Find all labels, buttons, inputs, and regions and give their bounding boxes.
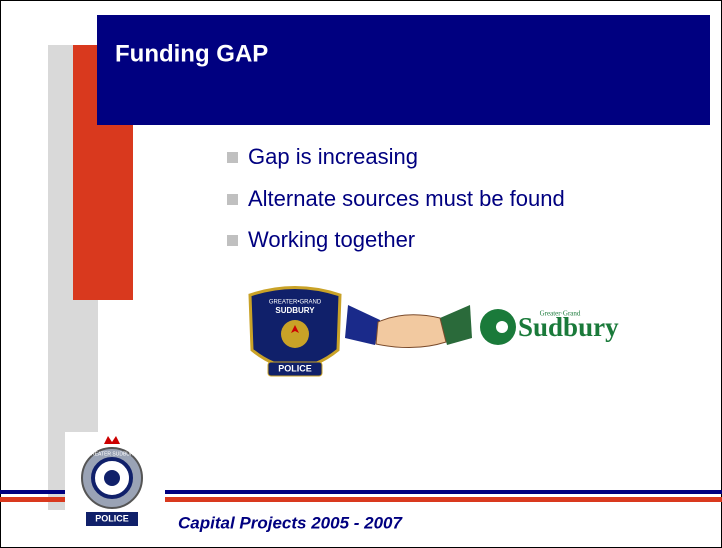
handshake-icon [345, 305, 472, 349]
city-name: Sudbury [518, 312, 619, 342]
bullet-text: Gap is increasing [248, 144, 418, 169]
badge-text: GREATER•GRAND [269, 300, 322, 306]
badge-text: GREATER SUDBURY [87, 451, 137, 457]
title-box [97, 15, 710, 125]
rule-navy [0, 490, 72, 494]
rule-red [165, 497, 722, 502]
bullet-marker [227, 235, 238, 246]
rule-navy [165, 490, 722, 494]
corner-badge: GREATER SUDBURY POLICE [65, 432, 165, 538]
rule-red [0, 497, 72, 502]
badge-text: POLICE [278, 363, 312, 373]
bullet-text: Working together [248, 227, 415, 252]
badge-text: SUDBURY [275, 306, 315, 315]
bullet-marker [227, 152, 238, 163]
badge-text: POLICE [95, 513, 129, 523]
city-logo: Greater·Grand Sudbury [480, 309, 619, 345]
bullet-marker [227, 194, 238, 205]
slide-title: Funding GAP [115, 40, 268, 67]
footer-text: Capital Projects 2005 - 2007 [178, 513, 404, 532]
bullet-text: Alternate sources must be found [248, 186, 565, 211]
bullet-list: Gap is increasing Alternate sources must… [227, 144, 565, 252]
city-text: Greater·Grand [540, 310, 581, 318]
police-badge: GREATER•GRAND SUDBURY POLICE [248, 286, 342, 377]
